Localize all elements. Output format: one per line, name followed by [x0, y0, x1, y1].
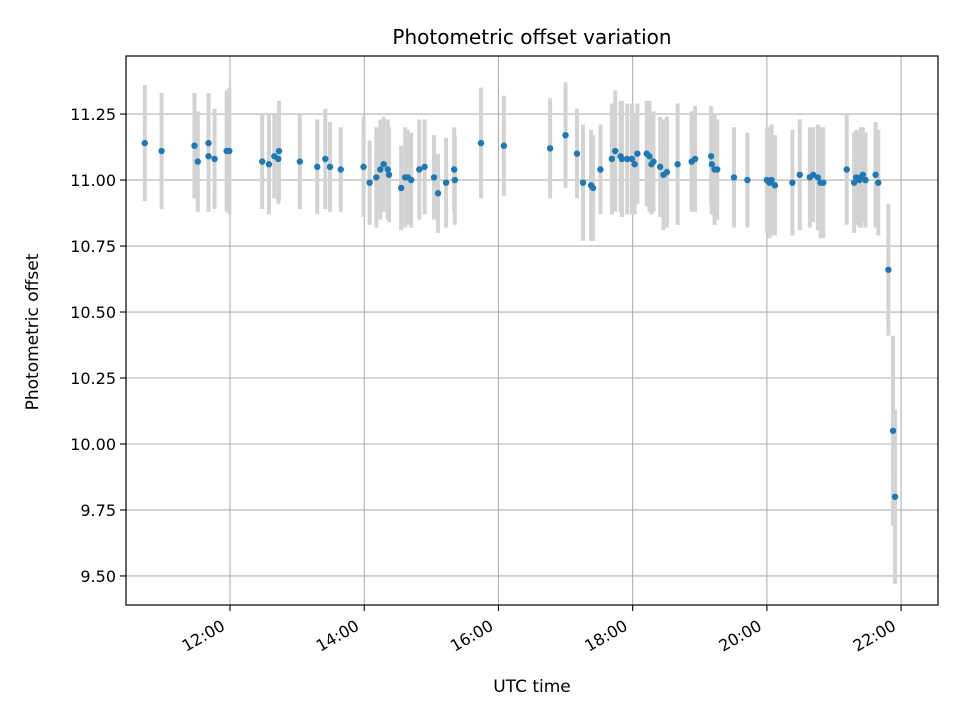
- data-point: [451, 176, 459, 184]
- data-point: [768, 176, 775, 184]
- data-point: [434, 190, 442, 197]
- data-point: [674, 161, 681, 168]
- data-point: [194, 158, 202, 165]
- data-point: [624, 155, 631, 163]
- data-point: [373, 174, 380, 181]
- data-point: [408, 176, 415, 184]
- data-point: [618, 155, 626, 163]
- y-tick-label: 9.50: [80, 567, 116, 586]
- chart-title: Photometric offset variation: [392, 25, 671, 49]
- data-point: [872, 171, 879, 178]
- data-point: [850, 179, 858, 186]
- plot-frame: [125, 55, 939, 606]
- data-point: [597, 166, 604, 173]
- data-point: [314, 163, 321, 171]
- data-point: [265, 161, 273, 168]
- data-point: [862, 176, 869, 184]
- data-point: [589, 184, 597, 192]
- data-point: [691, 155, 699, 163]
- data-point: [322, 155, 329, 163]
- data-point: [226, 147, 233, 155]
- data-points: [141, 131, 899, 500]
- data-point: [416, 166, 423, 173]
- data-point: [442, 179, 450, 186]
- data-point: [477, 139, 485, 147]
- y-tick-label: 11.25: [70, 105, 116, 124]
- grid: [126, 56, 938, 605]
- data-point: [562, 131, 569, 139]
- data-point: [885, 266, 892, 273]
- y-tick-label: 10.00: [70, 435, 116, 454]
- data-point: [360, 163, 367, 171]
- y-axis-title: Photometric offset: [23, 253, 43, 410]
- data-point: [158, 147, 165, 155]
- data-point: [211, 155, 218, 163]
- x-axis-title: UTC time: [493, 677, 571, 697]
- data-point: [546, 145, 554, 152]
- data-point: [191, 142, 198, 149]
- data-point: [205, 139, 212, 147]
- data-point: [859, 171, 867, 178]
- data-point: [889, 427, 897, 434]
- data-point: [500, 142, 508, 149]
- data-point: [608, 155, 616, 163]
- data-point: [656, 163, 664, 171]
- data-point: [579, 179, 587, 186]
- data-point: [259, 158, 266, 165]
- data-point: [337, 166, 344, 173]
- data-point: [646, 153, 653, 160]
- y-tick-label: 9.75: [80, 501, 116, 520]
- data-point: [843, 166, 850, 173]
- data-point: [789, 179, 796, 186]
- data-point: [380, 161, 387, 168]
- data-point: [631, 161, 638, 168]
- data-point: [377, 166, 384, 173]
- data-point: [650, 158, 657, 165]
- data-point: [385, 171, 393, 178]
- data-point: [744, 176, 751, 184]
- data-point: [326, 163, 334, 171]
- data-point: [573, 150, 581, 157]
- data-point: [634, 150, 641, 157]
- data-point: [796, 171, 803, 178]
- data-point: [708, 161, 716, 168]
- data-point: [809, 171, 817, 178]
- y-tick-label: 10.75: [70, 237, 116, 256]
- data-point: [771, 182, 779, 189]
- y-tick-label: 10.25: [70, 369, 116, 388]
- y-tick-label: 11.00: [70, 171, 116, 190]
- data-point: [891, 493, 899, 500]
- data-point: [205, 153, 212, 160]
- data-point: [296, 158, 304, 165]
- data-point: [275, 155, 282, 163]
- data-point: [820, 179, 827, 186]
- data-point: [421, 163, 428, 171]
- data-point: [714, 166, 721, 173]
- data-point: [141, 139, 148, 147]
- data-point: [384, 166, 391, 173]
- data-point: [397, 184, 405, 192]
- data-point: [275, 147, 283, 155]
- data-point: [430, 174, 438, 181]
- data-point: [366, 179, 373, 186]
- data-point: [707, 153, 715, 160]
- data-point: [612, 147, 619, 155]
- data-point: [663, 168, 671, 176]
- data-point: [814, 174, 822, 181]
- data-point: [875, 179, 882, 186]
- data-point: [730, 174, 738, 181]
- data-point: [450, 166, 458, 173]
- data-point: [628, 155, 636, 163]
- y-tick-label: 10.50: [70, 303, 116, 322]
